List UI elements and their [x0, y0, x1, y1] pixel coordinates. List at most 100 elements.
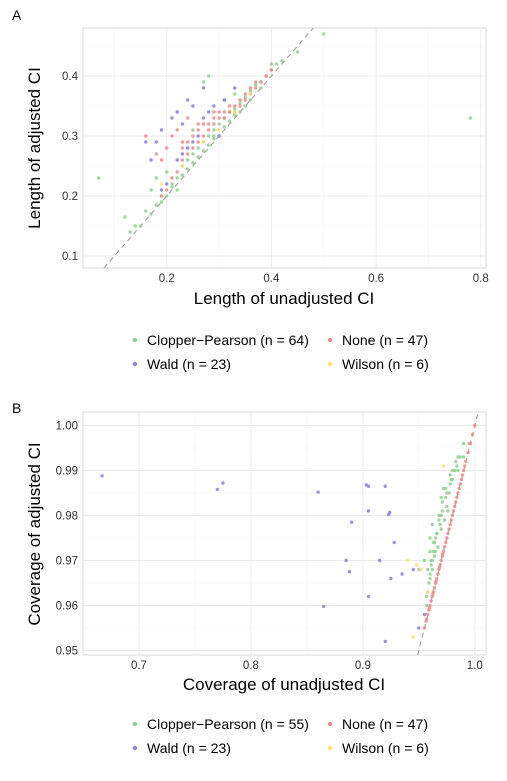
- point-none: [446, 531, 450, 536]
- point-wald: [191, 140, 195, 144]
- point-clopper-pearson: [444, 495, 448, 500]
- point-clopper-pearson: [227, 119, 232, 123]
- point-clopper-pearson: [191, 161, 195, 165]
- point-clopper-pearson: [154, 203, 158, 207]
- point-clopper-pearson: [428, 536, 432, 540]
- legend-label: Wilson (n = 6): [342, 740, 429, 756]
- point-clopper-pearson: [446, 509, 450, 513]
- legend-label: Wald (n = 23): [147, 356, 231, 372]
- point-clopper-pearson: [206, 134, 211, 138]
- point-wald: [422, 612, 427, 617]
- point-wald: [383, 639, 387, 644]
- point-none: [212, 110, 216, 114]
- point-clopper-pearson: [196, 146, 200, 150]
- point-none: [222, 116, 227, 120]
- point-wilson: [201, 140, 206, 144]
- point-wilson: [426, 590, 430, 594]
- y-tick-label: 1.00: [56, 421, 78, 433]
- point-wald: [201, 116, 206, 120]
- point-wald: [100, 474, 104, 478]
- point-wald: [185, 98, 190, 102]
- point-none: [238, 98, 242, 102]
- y-tick-label: 0.97: [56, 556, 78, 568]
- point-clopper-pearson: [233, 113, 237, 117]
- y-axis-title-b: Coverage of adjusted CI: [25, 442, 44, 625]
- point-none: [227, 104, 232, 108]
- point-wilson: [248, 92, 253, 96]
- point-clopper-pearson: [191, 152, 195, 156]
- point-wald: [316, 490, 320, 494]
- point-none: [180, 158, 185, 162]
- point-wilson: [411, 635, 415, 639]
- point-clopper-pearson: [170, 182, 174, 186]
- x-tick-label: 0.2: [159, 273, 175, 285]
- point-clopper-pearson: [456, 468, 460, 473]
- legend-label: Wald (n = 23): [147, 740, 231, 756]
- point-wilson: [405, 558, 410, 563]
- point-clopper-pearson: [468, 116, 472, 120]
- point-none: [459, 477, 464, 482]
- x-axis-title-b: Coverage of unadjusted CI: [183, 675, 385, 694]
- point-clopper-pearson: [222, 125, 227, 129]
- point-clopper-pearson: [432, 540, 437, 545]
- point-wald: [206, 110, 211, 114]
- y-tick-label: 0.3: [62, 131, 78, 143]
- legend-label: None (n = 47): [342, 332, 428, 348]
- point-none: [217, 116, 221, 120]
- legend-key-none: [327, 721, 333, 727]
- point-wilson: [180, 164, 185, 168]
- point-clopper-pearson: [165, 170, 169, 174]
- legend-key-wald: [132, 361, 138, 367]
- point-none: [201, 134, 206, 138]
- point-clopper-pearson: [248, 98, 253, 102]
- point-clopper-pearson: [170, 185, 174, 189]
- point-none: [259, 80, 263, 84]
- point-none: [196, 128, 200, 132]
- point-clopper-pearson: [452, 468, 457, 473]
- point-clopper-pearson: [206, 143, 211, 147]
- point-wald: [217, 134, 221, 138]
- point-wald: [180, 152, 185, 156]
- point-clopper-pearson: [185, 158, 190, 162]
- point-clopper-pearson: [445, 504, 449, 509]
- legend-a: Clopper−Pearson (n = 64) None (n = 47) Wal…: [132, 332, 429, 372]
- point-wilson: [441, 464, 446, 468]
- point-none: [447, 527, 451, 531]
- panel-label-a: A: [12, 7, 22, 23]
- point-none: [222, 110, 227, 114]
- point-none: [185, 116, 190, 120]
- point-none: [470, 432, 475, 437]
- point-wald: [344, 558, 348, 563]
- point-clopper-pearson: [274, 62, 279, 66]
- point-none: [170, 134, 174, 138]
- y-tick-label: 0.96: [56, 601, 78, 613]
- point-clopper-pearson: [439, 527, 443, 531]
- x-tick-label: 0.7: [131, 660, 147, 672]
- point-none: [452, 504, 457, 509]
- point-none: [170, 176, 174, 180]
- point-wald: [159, 128, 164, 132]
- point-clopper-pearson: [201, 80, 206, 84]
- point-clopper-pearson: [248, 89, 253, 93]
- point-clopper-pearson: [440, 509, 445, 513]
- point-none: [457, 486, 461, 491]
- point-clopper-pearson: [165, 194, 169, 198]
- point-wald: [417, 626, 421, 630]
- point-clopper-pearson: [430, 558, 434, 563]
- point-none: [233, 104, 237, 108]
- point-wald: [191, 104, 195, 108]
- point-clopper-pearson: [448, 473, 452, 477]
- point-clopper-pearson: [280, 59, 284, 63]
- point-clopper-pearson: [428, 549, 432, 554]
- point-clopper-pearson: [445, 491, 449, 495]
- point-none: [442, 545, 447, 549]
- plot-area-a: [82, 27, 487, 269]
- point-none: [212, 122, 216, 126]
- point-none: [212, 116, 216, 120]
- point-wald: [185, 146, 190, 150]
- point-wald: [149, 158, 153, 162]
- point-none: [450, 513, 455, 518]
- point-none: [196, 140, 200, 144]
- point-none: [424, 619, 428, 623]
- point-clopper-pearson: [212, 128, 216, 132]
